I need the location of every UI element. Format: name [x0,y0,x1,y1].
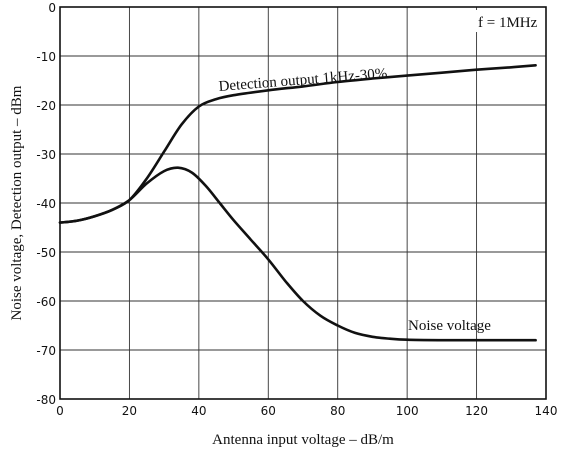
y-tick-label: 0 [48,1,56,15]
detection-output-label: Detection output 1kHz-30% [218,66,388,95]
x-tick-label: 100 [396,404,419,418]
y-tick-label: -70 [36,344,56,358]
x-tick-label: 120 [465,404,488,418]
series-lines [58,64,537,342]
x-axis-label: Antenna input voltage – dB/m [212,432,394,448]
y-axis-label: Noise voltage, Detection output – dBm [9,85,25,320]
y-tick-labels: 0 -10 -20 -30 -40 -50 -60 -70 -80 [36,1,56,407]
y-tick-label: -30 [36,148,56,162]
y-tick-label: -40 [36,197,56,211]
x-tick-labels: 0 20 40 60 80 100 120 140 [56,404,557,418]
x-tick-label: 80 [330,404,345,418]
x-tick-label: 40 [191,404,206,418]
plot-frame [59,6,547,400]
freq-label: f = 1MHz [478,15,538,31]
y-tick-label: -20 [36,99,56,113]
y-tick-label: -10 [36,50,56,64]
y-tick-label: -60 [36,295,56,309]
y-tick-label: -50 [36,246,56,260]
x-tick-label: 0 [56,404,64,418]
y-tick-label: -80 [36,393,56,407]
noise-voltage-label: Noise voltage [408,318,491,334]
annotations: f = 1MHz Detection output 1kHz-30% Noise… [218,10,544,334]
x-tick-label: 140 [535,404,558,418]
freq-label-bg [474,10,544,32]
noise-voltage-line [58,166,537,342]
x-tick-label: 20 [122,404,137,418]
x-tick-label: 60 [261,404,276,418]
grid [60,7,546,399]
